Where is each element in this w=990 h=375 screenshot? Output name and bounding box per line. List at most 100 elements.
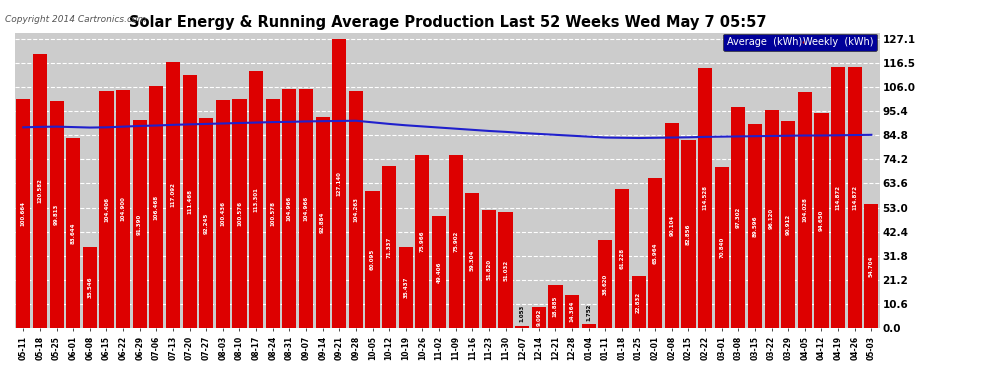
- Text: 71.337: 71.337: [387, 236, 392, 258]
- Bar: [416, 155, 430, 328]
- Bar: [199, 118, 213, 328]
- Bar: [83, 247, 97, 328]
- Text: 75.966: 75.966: [420, 231, 425, 252]
- Text: 106.468: 106.468: [153, 195, 158, 220]
- Text: Copyright 2014 Cartronics.com: Copyright 2014 Cartronics.com: [5, 15, 147, 24]
- Text: 91.390: 91.390: [138, 213, 143, 235]
- Bar: [864, 204, 878, 328]
- Text: 127.140: 127.140: [337, 171, 342, 196]
- Bar: [166, 62, 180, 328]
- Title: Solar Energy & Running Average Production Last 52 Weeks Wed May 7 05:57: Solar Energy & Running Average Productio…: [129, 15, 766, 30]
- Text: 59.304: 59.304: [470, 250, 475, 271]
- Text: 100.436: 100.436: [221, 201, 226, 226]
- Bar: [448, 156, 462, 328]
- Text: 51.032: 51.032: [503, 260, 508, 280]
- Text: 82.856: 82.856: [686, 223, 691, 245]
- Text: 18.885: 18.885: [553, 296, 558, 317]
- Bar: [632, 276, 645, 328]
- Text: 60.095: 60.095: [370, 249, 375, 270]
- Bar: [798, 92, 812, 328]
- Text: 104.028: 104.028: [802, 197, 808, 222]
- Bar: [333, 39, 346, 328]
- Bar: [365, 191, 379, 328]
- Bar: [565, 296, 579, 328]
- Bar: [66, 138, 80, 328]
- Text: 113.301: 113.301: [253, 187, 258, 211]
- Text: 114.528: 114.528: [703, 185, 708, 210]
- Text: 38.620: 38.620: [603, 273, 608, 295]
- Text: 35.546: 35.546: [87, 277, 92, 298]
- Bar: [764, 110, 779, 328]
- Bar: [598, 240, 613, 328]
- Bar: [815, 113, 829, 328]
- Text: 70.840: 70.840: [719, 237, 725, 258]
- Bar: [465, 193, 479, 328]
- Bar: [316, 117, 330, 328]
- Bar: [249, 70, 263, 328]
- Text: 35.437: 35.437: [403, 277, 408, 298]
- Text: 104.406: 104.406: [104, 197, 109, 222]
- Text: 104.263: 104.263: [353, 197, 358, 222]
- Text: 100.576: 100.576: [237, 201, 242, 226]
- Text: 65.964: 65.964: [652, 242, 657, 264]
- Bar: [615, 189, 629, 328]
- Text: 14.364: 14.364: [569, 301, 574, 322]
- Bar: [698, 68, 712, 328]
- Bar: [432, 216, 446, 328]
- Bar: [133, 120, 147, 328]
- Bar: [149, 86, 163, 328]
- Text: 22.832: 22.832: [637, 291, 642, 313]
- Text: 114.872: 114.872: [852, 185, 857, 210]
- Bar: [648, 178, 662, 328]
- Text: 90.104: 90.104: [669, 215, 674, 236]
- Text: 9.092: 9.092: [537, 309, 542, 326]
- Bar: [482, 210, 496, 328]
- Bar: [747, 124, 762, 328]
- Text: 51.820: 51.820: [486, 258, 491, 280]
- Text: 92.245: 92.245: [204, 213, 209, 234]
- Bar: [781, 122, 795, 328]
- Bar: [499, 212, 513, 328]
- Text: 1.053: 1.053: [520, 305, 525, 322]
- Bar: [532, 308, 545, 328]
- Text: 104.966: 104.966: [304, 196, 309, 221]
- Text: 92.884: 92.884: [320, 212, 325, 233]
- Text: 1.752: 1.752: [586, 303, 591, 321]
- Bar: [681, 140, 696, 328]
- Text: 94.650: 94.650: [819, 210, 824, 231]
- Text: 114.872: 114.872: [836, 185, 841, 210]
- Legend: Average  (kWh), Weekly  (kWh): Average (kWh), Weekly (kWh): [724, 33, 877, 51]
- Bar: [664, 123, 679, 328]
- Bar: [515, 326, 530, 328]
- Bar: [399, 248, 413, 328]
- Bar: [282, 90, 296, 328]
- Text: 99.813: 99.813: [54, 204, 59, 225]
- Text: 61.228: 61.228: [620, 248, 625, 269]
- Text: 90.912: 90.912: [786, 214, 791, 235]
- Text: 100.578: 100.578: [270, 201, 275, 226]
- Bar: [715, 167, 729, 328]
- Text: 83.644: 83.644: [70, 222, 75, 244]
- Text: 49.406: 49.406: [437, 261, 442, 282]
- Bar: [299, 90, 313, 328]
- Text: 104.966: 104.966: [287, 196, 292, 221]
- Bar: [99, 91, 114, 328]
- Bar: [265, 99, 280, 328]
- Text: 89.596: 89.596: [752, 215, 757, 237]
- Bar: [847, 67, 862, 328]
- Bar: [732, 107, 745, 328]
- Text: 75.902: 75.902: [453, 231, 458, 252]
- Text: 100.664: 100.664: [21, 201, 26, 226]
- Bar: [831, 67, 845, 328]
- Bar: [116, 90, 130, 328]
- Text: 97.302: 97.302: [736, 207, 741, 228]
- Bar: [33, 54, 47, 328]
- Text: 104.900: 104.900: [121, 196, 126, 221]
- Text: 120.582: 120.582: [38, 178, 43, 203]
- Bar: [16, 99, 31, 328]
- Bar: [233, 99, 247, 328]
- Bar: [582, 324, 596, 328]
- Bar: [216, 100, 230, 328]
- Text: 117.092: 117.092: [170, 183, 175, 207]
- Bar: [382, 166, 396, 328]
